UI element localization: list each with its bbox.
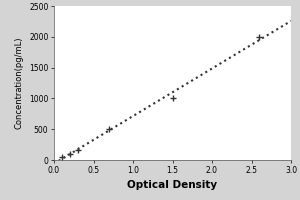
Y-axis label: Concentration(pg/mL): Concentration(pg/mL) bbox=[14, 37, 23, 129]
X-axis label: Optical Density: Optical Density bbox=[128, 180, 218, 190]
